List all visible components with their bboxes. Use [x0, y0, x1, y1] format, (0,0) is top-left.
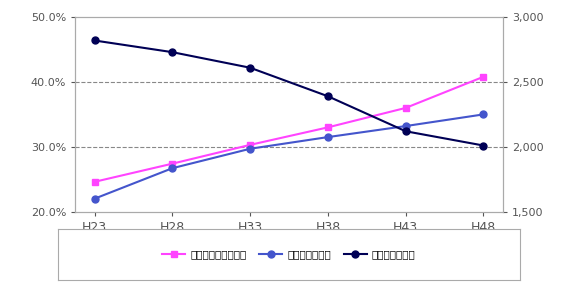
- 中心市街地高齢化率: [247, 143, 254, 147]
- 中心市街地高齢化率: [402, 106, 409, 110]
- 中心市街地人口: [324, 95, 331, 98]
- 市全域高齢化率: [169, 166, 176, 170]
- 中心市街地人口: [169, 50, 176, 54]
- 市全域高齢化率: [402, 124, 409, 128]
- 市全域高齢化率: [91, 197, 98, 200]
- 中心市街地人口: [91, 39, 98, 42]
- 中心市街地高齢化率: [324, 126, 331, 129]
- 中心市街地高齢化率: [480, 75, 487, 79]
- 市全域高齢化率: [480, 113, 487, 116]
- 中心市街地高齢化率: [169, 162, 176, 165]
- 市全域高齢化率: [324, 135, 331, 139]
- Line: 中心市街地高齢化率: 中心市街地高齢化率: [91, 73, 487, 185]
- 中心市街地人口: [247, 66, 254, 69]
- 市全域高齢化率: [247, 147, 254, 150]
- 中心市街地人口: [402, 130, 409, 133]
- Line: 市全域高齢化率: 市全域高齢化率: [91, 111, 487, 202]
- Legend: 中心市街地高齢化率, 市全域高齢化率, 中心市街地人口: 中心市街地高齢化率, 市全域高齢化率, 中心市街地人口: [160, 247, 418, 263]
- Line: 中心市街地人口: 中心市街地人口: [91, 37, 487, 149]
- 中心市街地人口: [480, 144, 487, 147]
- 中心市街地高齢化率: [91, 180, 98, 184]
